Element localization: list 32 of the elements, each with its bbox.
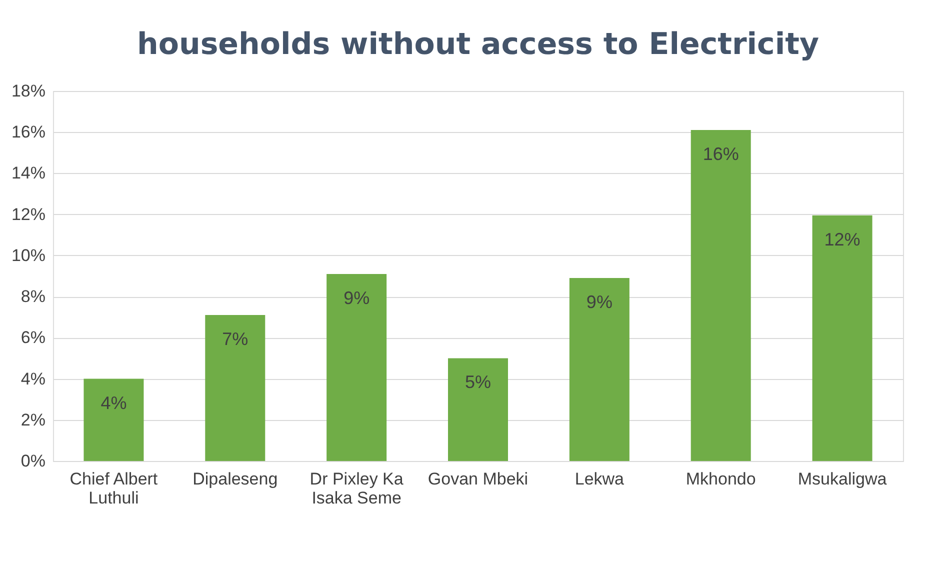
x-tick-label: Msukaligwa <box>798 470 888 488</box>
data-label: 7% <box>222 329 248 350</box>
bar <box>569 278 630 461</box>
data-label: 9% <box>344 288 370 308</box>
data-label: 5% <box>464 372 492 392</box>
y-tick-label: 14% <box>11 164 46 183</box>
bar <box>205 315 266 461</box>
y-tick-label: 12% <box>11 204 46 224</box>
data-label: 4% <box>100 392 127 413</box>
y-tick-label: 4% <box>20 369 46 388</box>
data-label: 9% <box>586 292 612 312</box>
data-label: 12% <box>824 229 860 250</box>
x-tick-label: Lekwa <box>574 470 625 488</box>
x-tick-label: Chief Albert Luthuli <box>70 470 158 508</box>
y-tick-label: 8% <box>20 287 46 306</box>
x-tick-label: Govan Mbeki <box>428 470 528 488</box>
data-label: 16% <box>702 144 739 164</box>
x-tick-label: Dr Pixley Ka Isaka Seme <box>310 470 404 508</box>
y-tick-label: 0% <box>20 452 46 470</box>
bar <box>84 378 144 461</box>
bar <box>326 274 387 461</box>
x-tick-label: Dipaleseng <box>192 470 278 488</box>
bar <box>690 130 751 461</box>
bar <box>448 358 508 461</box>
y-tick-label: 10% <box>11 246 46 265</box>
bar <box>812 215 872 461</box>
y-tick-label: 2% <box>20 410 46 430</box>
y-tick-label: 6% <box>20 328 46 348</box>
x-tick-label: Mkhondo <box>686 470 756 488</box>
y-tick-label: 18% <box>11 82 46 100</box>
chart-title: households without access to Electricity <box>136 27 820 62</box>
y-tick-label: 16% <box>11 122 46 142</box>
